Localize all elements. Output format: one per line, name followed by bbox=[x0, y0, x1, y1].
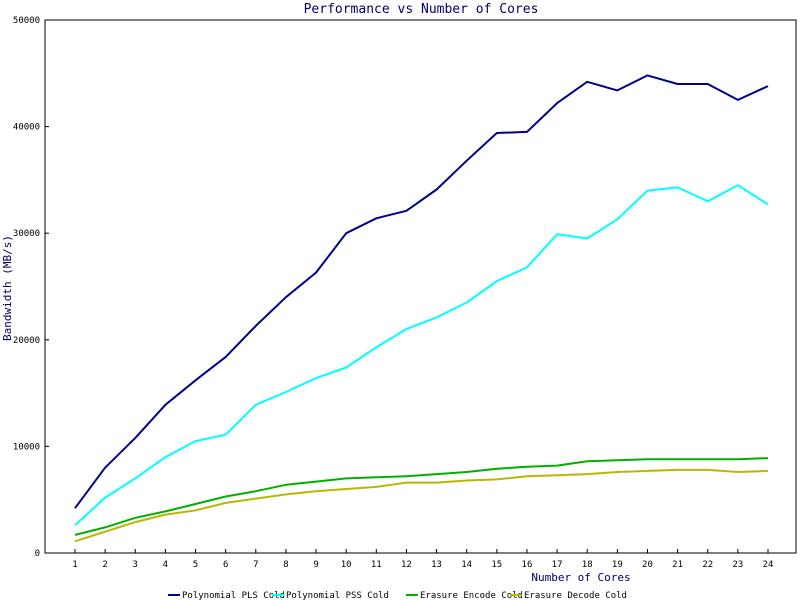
x-tick-label: 19 bbox=[612, 560, 623, 570]
x-tick-label: 20 bbox=[642, 560, 653, 570]
x-tick-label: 11 bbox=[371, 560, 382, 570]
x-tick-label: 14 bbox=[461, 560, 472, 570]
x-tick-label: 8 bbox=[283, 560, 288, 570]
y-tick-label: 10000 bbox=[13, 442, 40, 452]
x-tick-label: 24 bbox=[763, 560, 774, 570]
x-tick-label: 15 bbox=[491, 560, 502, 570]
legend-label: Polynomial PSS Cold bbox=[286, 591, 389, 600]
x-tick-label: 17 bbox=[552, 560, 563, 570]
x-axis-label: Number of Cores bbox=[531, 571, 630, 584]
legend: Polynomial PLS Cold Polynomial PSS Cold Er… bbox=[168, 591, 627, 600]
legend-label: Erasure Encode Cold bbox=[420, 591, 523, 600]
x-tick-label: 3 bbox=[133, 560, 138, 570]
y-axis: 0 10000 20000 30000 40000 50000 bbox=[13, 16, 49, 559]
x-tick-label: 16 bbox=[522, 560, 533, 570]
series-line-4 bbox=[74, 468, 769, 543]
x-tick-label: 6 bbox=[223, 560, 228, 570]
x-tick-label: 23 bbox=[732, 560, 743, 570]
series-line-2 bbox=[74, 184, 769, 527]
x-axis: 1 2 3 4 5 6 7 8 9 10 11 12 13 14 15 16 17 18 19 20 21 22 23 24 bbox=[72, 549, 773, 570]
x-tick-label: 2 bbox=[102, 560, 107, 570]
x-tick-label: 13 bbox=[431, 560, 442, 570]
x-tick-label: 10 bbox=[341, 560, 352, 570]
series-line-1 bbox=[74, 74, 769, 509]
chart-title: Performance vs Number of Cores bbox=[304, 2, 539, 17]
x-tick-label: 9 bbox=[313, 560, 318, 570]
series-line-3 bbox=[74, 457, 769, 536]
y-tick-label: 40000 bbox=[13, 123, 40, 133]
x-tick-label: 7 bbox=[253, 560, 258, 570]
x-tick-label: 5 bbox=[193, 560, 198, 570]
y-tick-label: 30000 bbox=[13, 229, 40, 239]
x-tick-label: 18 bbox=[582, 560, 593, 570]
x-tick-label: 22 bbox=[702, 560, 713, 570]
y-tick-label: 50000 bbox=[13, 16, 40, 26]
legend-label: Polynomial PLS Cold bbox=[182, 591, 285, 600]
y-tick-label: 0 bbox=[35, 549, 40, 559]
x-tick-label: 21 bbox=[672, 560, 683, 570]
x-tick-label: 1 bbox=[72, 560, 77, 570]
x-tick-label: 4 bbox=[163, 560, 168, 570]
x-tick-label: 12 bbox=[401, 560, 412, 570]
y-axis-label: Bandwidth (MB/s) bbox=[1, 235, 14, 341]
series-group bbox=[74, 74, 769, 543]
legend-label: Erasure Decode Cold bbox=[524, 591, 627, 600]
y-tick-label: 20000 bbox=[13, 336, 40, 346]
plot-frame bbox=[44, 19, 797, 554]
